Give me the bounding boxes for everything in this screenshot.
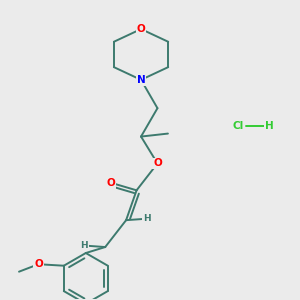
Text: O: O (107, 178, 116, 188)
Text: Cl: Cl (232, 121, 244, 131)
Text: O: O (153, 158, 162, 168)
Text: H: H (265, 121, 274, 131)
Text: H: H (80, 241, 88, 250)
Text: N: N (137, 75, 146, 85)
Text: O: O (137, 24, 146, 34)
Text: O: O (34, 259, 43, 269)
Text: H: H (143, 214, 151, 223)
